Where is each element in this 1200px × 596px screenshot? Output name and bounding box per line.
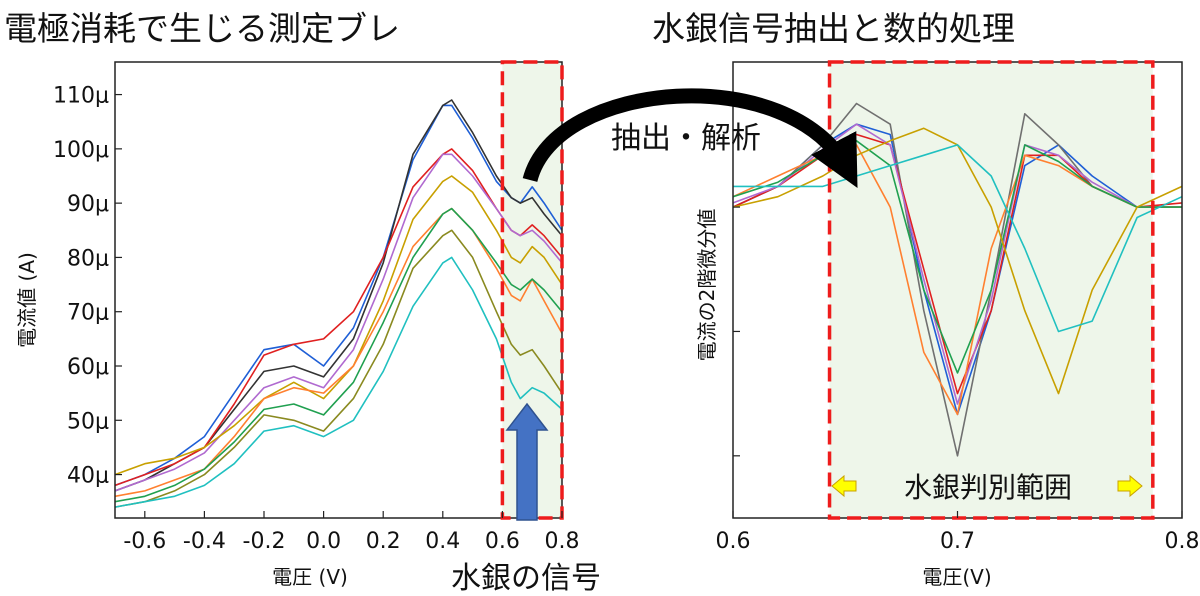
- r-x-tick-label: 0.6: [716, 529, 751, 554]
- extract-curved-arrow: [522, 88, 858, 189]
- range-right-arrow-icon: [1117, 474, 1143, 498]
- extract-annotation: 抽出・解析: [611, 121, 761, 156]
- l-y-tick-label: 40μ: [67, 464, 109, 489]
- left-panel-title: 電極消耗で生じる測定ブレ: [4, 9, 400, 48]
- l-x-tick-label: -0.6: [123, 529, 166, 554]
- l-series-line-2: [114, 148, 563, 487]
- l-x-tick-label: 0.0: [306, 529, 341, 554]
- l-y-tick-label: 100μ: [53, 138, 109, 163]
- l-y-tick-label: 50μ: [67, 409, 109, 434]
- mercury-highlight-border: [500, 60, 564, 520]
- l-y-tick-label: 90μ: [67, 192, 109, 217]
- l-y-tick-label: 80μ: [67, 246, 109, 271]
- l-series-line-7: [114, 229, 563, 508]
- l-series-line-3: [114, 153, 563, 492]
- right-x-axis-title: 電圧(V): [922, 565, 991, 589]
- left-y-axis-title: 電流値 (A): [15, 252, 39, 348]
- current-voltage-chart: -0.6 -0.4 -0.2 0.0 0.2 0.4 0.6 0.8 40μ 50μ 60μ 70μ…: [15, 60, 580, 589]
- mercury-signal-arrow-icon: [505, 402, 549, 521]
- l-y-tick-label: 110μ: [53, 84, 109, 109]
- right-panel-title: 水銀信号抽出と数的処理: [652, 9, 1015, 48]
- l-x-tick-label: -0.4: [183, 529, 226, 554]
- right-y-axis-title: 電流の2階微分値: [695, 209, 719, 362]
- right-y-ticks: [733, 206, 740, 457]
- second-derivative-chart: 0.6 0.7 0.8 電圧(V) 電流の2階微分値 水銀判別範囲: [695, 60, 1200, 589]
- l-x-tick-label: 0.4: [425, 529, 460, 554]
- mercury-range-border: [827, 60, 1155, 520]
- range-left-arrow-icon: [831, 474, 857, 498]
- l-x-tick-label: 0.2: [366, 529, 401, 554]
- l-series-line-6: [114, 207, 563, 503]
- r-x-tick-label: 0.8: [1165, 529, 1200, 554]
- l-x-tick-label: 0.8: [545, 529, 580, 554]
- l-series-line-8: [114, 256, 563, 508]
- right-x-ticks: 0.6 0.7 0.8: [716, 511, 1200, 554]
- left-x-axis-title: 電圧 (V): [272, 565, 348, 589]
- l-x-tick-label: 0.6: [485, 529, 520, 554]
- l-y-tick-label: 60μ: [67, 355, 109, 380]
- l-series-line-1: [114, 99, 563, 492]
- l-series-line-4: [114, 175, 563, 476]
- r-x-tick-label: 0.7: [940, 529, 975, 554]
- left-plot-frame: [114, 61, 563, 519]
- l-y-tick-label: 70μ: [67, 301, 109, 326]
- left-y-ticks: 40μ 50μ 60μ 70μ 80μ 90μ 100μ 110μ: [53, 84, 122, 489]
- left-x-ticks: -0.6 -0.4 -0.2 0.0 0.2 0.4 0.6 0.8: [123, 511, 580, 554]
- mercury-range-label: 水銀判別範囲: [904, 471, 1072, 504]
- current-series-group: [114, 99, 563, 508]
- mercury-signal-label: 水銀の信号: [451, 561, 601, 596]
- l-x-tick-label: -0.2: [243, 529, 286, 554]
